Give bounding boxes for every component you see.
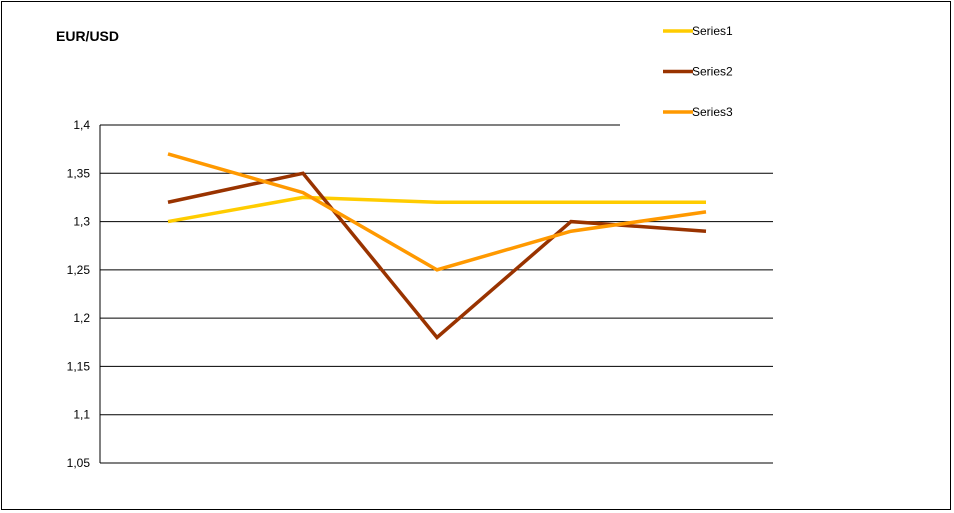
- y-tick-label: 1,2: [73, 311, 90, 325]
- y-tick-label: 1,4: [73, 118, 90, 132]
- y-tick-label: 1,1: [73, 408, 90, 422]
- legend: Series1 Series2 Series3: [663, 24, 733, 119]
- y-tick-label: 1,25: [67, 263, 91, 277]
- y-axis-tick-labels: 1,4 1,35 1,3 1,25 1,2 1,15 1,1 1,05: [67, 118, 91, 470]
- series-line: [167, 195, 706, 224]
- series-lines: [167, 152, 707, 340]
- legend-label: Series1: [692, 24, 733, 38]
- legend-label: Series2: [692, 65, 733, 79]
- y-tick-label: 1,05: [67, 456, 91, 470]
- gridlines: [99, 124, 773, 464]
- y-tick-label: 1,15: [67, 359, 91, 373]
- y-tick-label: 1,35: [67, 166, 91, 180]
- series-line: [167, 171, 707, 340]
- series-line: [167, 152, 707, 272]
- chart-title: EUR/USD: [56, 28, 119, 44]
- y-tick-label: 1,3: [73, 215, 90, 229]
- legend-label: Series3: [692, 105, 733, 119]
